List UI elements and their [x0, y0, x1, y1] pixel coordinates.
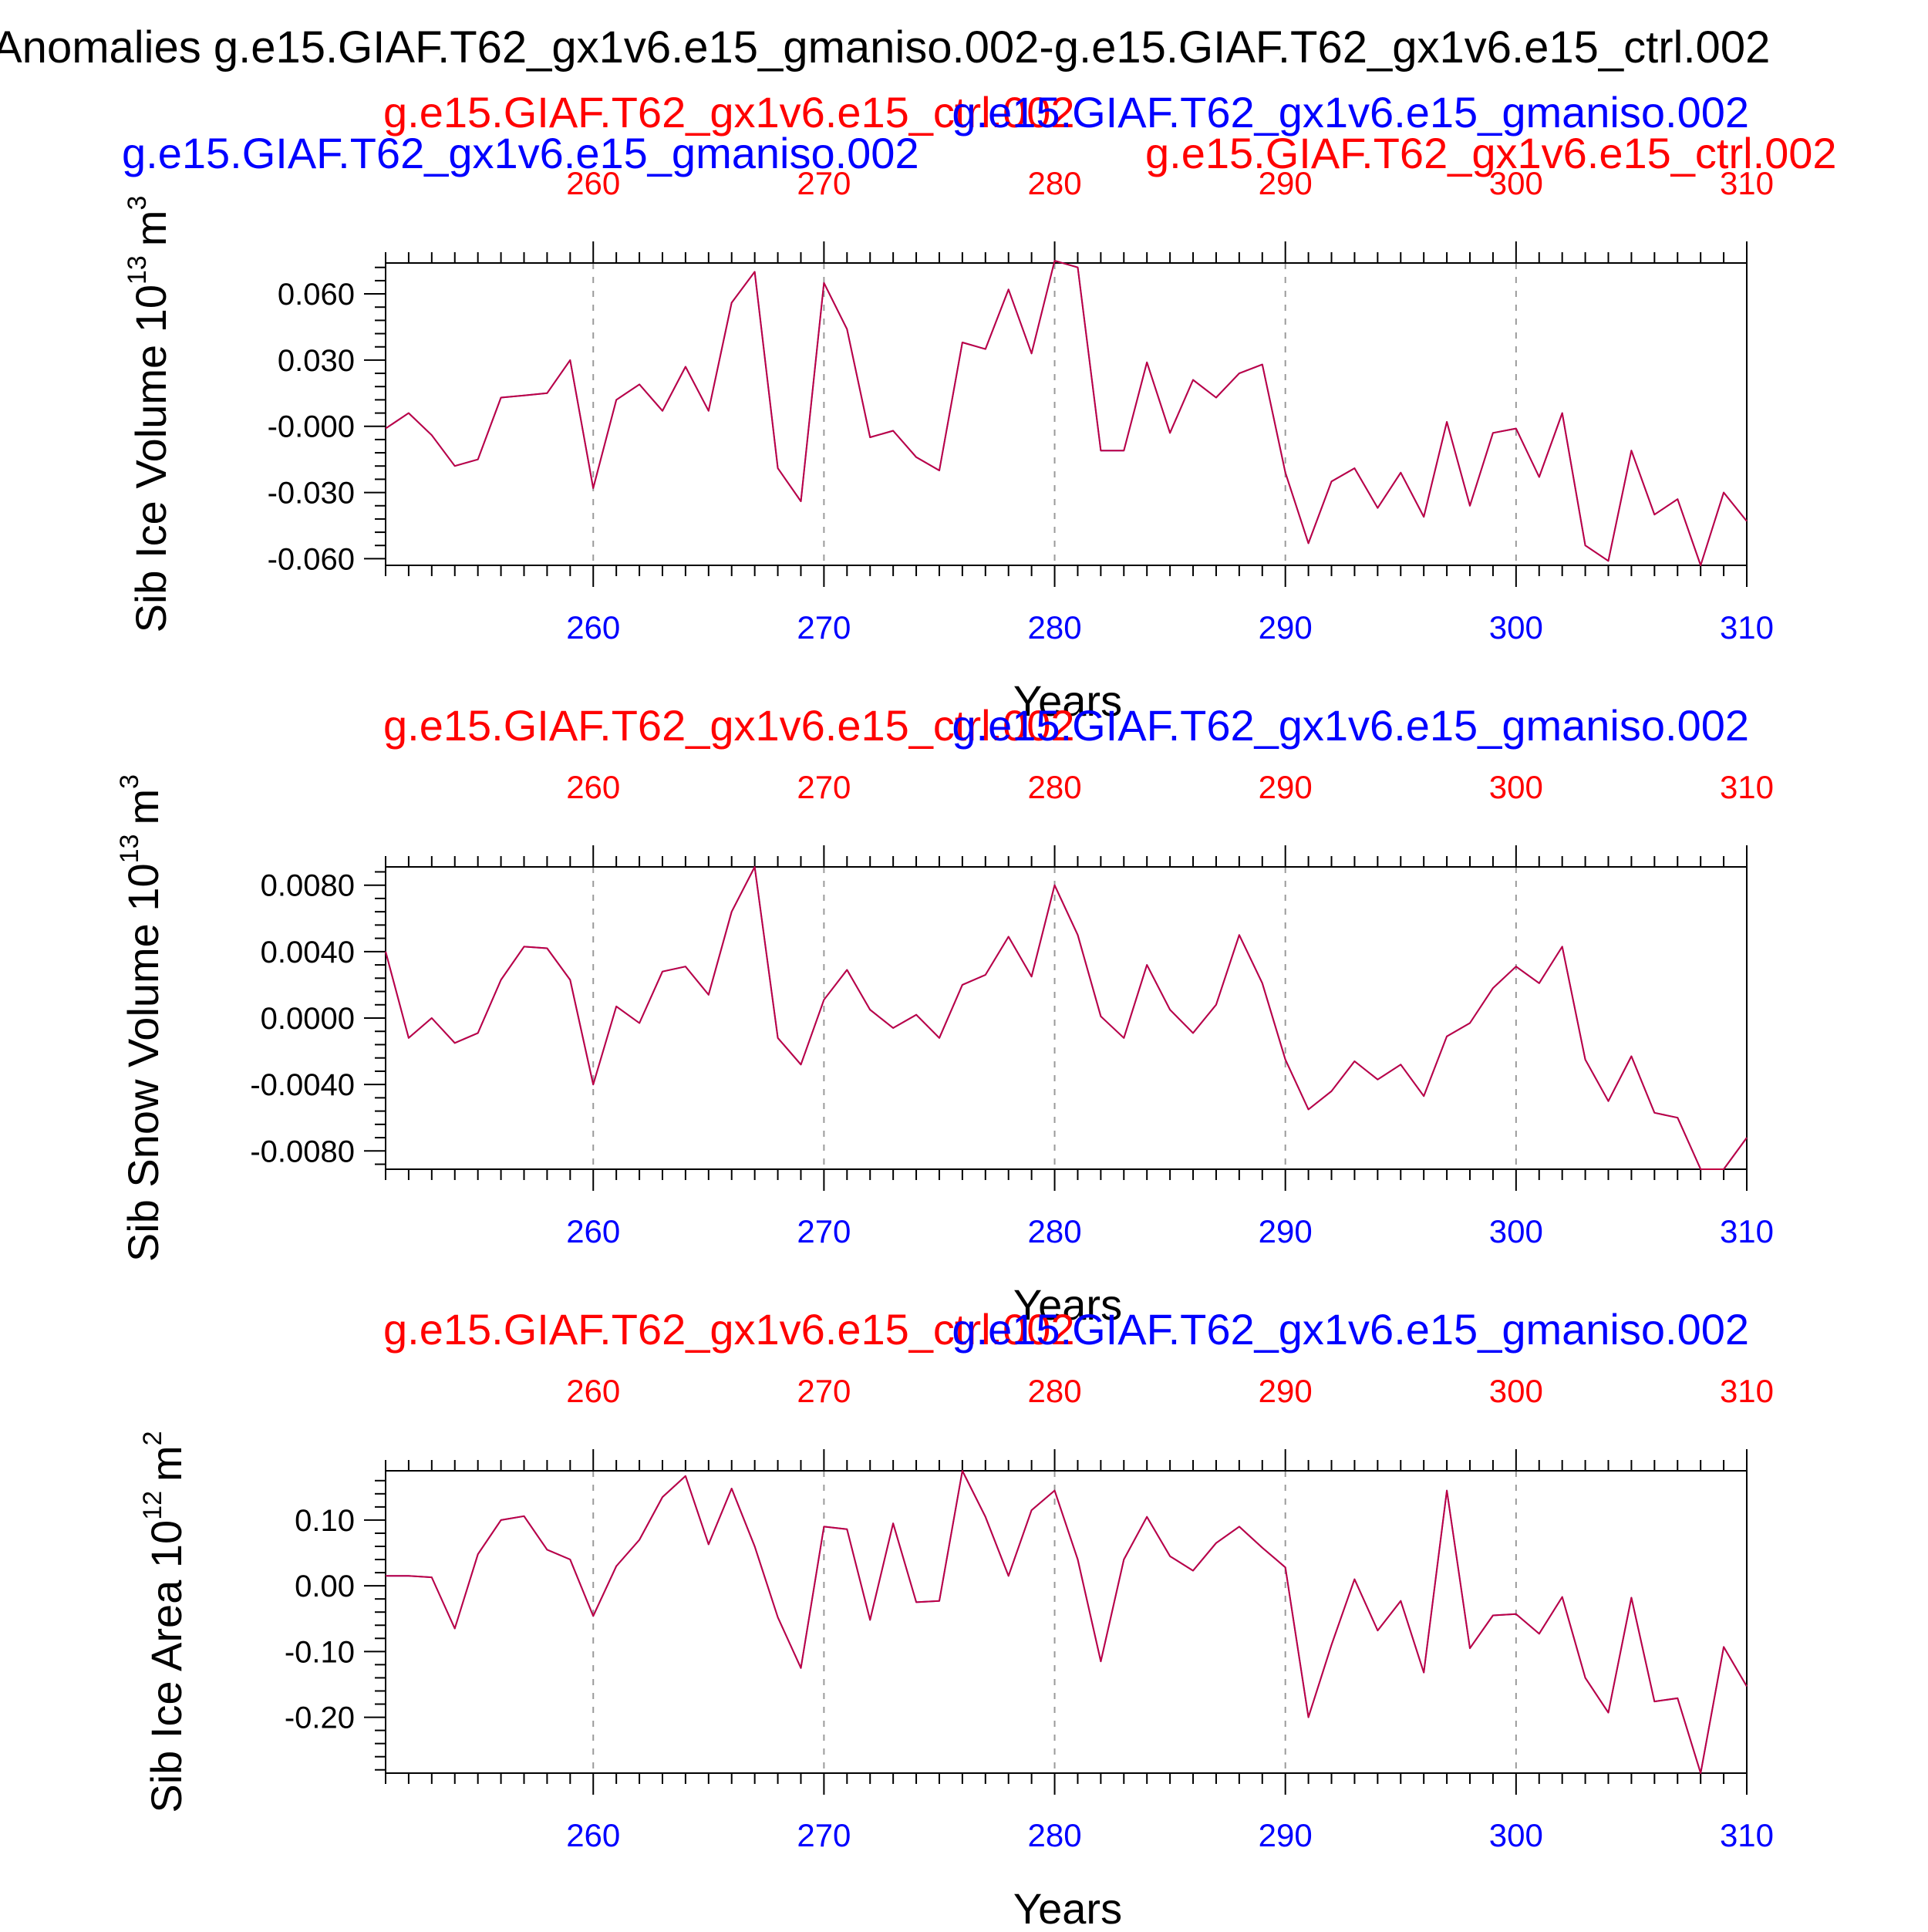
series-line-ctrl: [386, 1470, 1748, 1774]
y-tick-label: -0.0040: [250, 1068, 355, 1102]
top-title-red: g.e15.GIAF.T62_gx1v6.e15_ctrl.002: [383, 701, 1075, 750]
main-title: Anomalies g.e15.GIAF.T62_gx1v6.e15_gmani…: [0, 22, 1771, 72]
x-tick-label-bottom: 270: [797, 609, 851, 646]
y-tick-label: 0.00: [295, 1570, 355, 1603]
x-tick-label-top: 310: [1720, 1373, 1774, 1409]
x-tick-label-top: 270: [797, 165, 851, 201]
x-axis-title: Years: [1013, 676, 1122, 725]
y-axis-title-unit-exp: 3: [123, 196, 152, 211]
x-tick-label-bottom: 290: [1259, 609, 1313, 646]
y-tick-label: 0.0040: [261, 936, 355, 969]
x-tick-label-top: 280: [1028, 769, 1082, 805]
chart-panel-ice-area: 0.10 0.00 -0.10 -0.20 260 260 270 270 280 280 290 2…: [138, 1305, 1774, 1932]
x-tick-label-bottom: 260: [566, 609, 620, 646]
y-tick-label: 0.030: [278, 344, 355, 378]
x-tick-label-top: 260: [566, 165, 620, 201]
top-title-blue: g.e15.GIAF.T62_gx1v6.e15_gmaniso.002: [952, 701, 1749, 750]
chart-panel-snow-volume: 0.0080 0.0040 0.0000 -0.0040 -0.0080 260 260 27…: [115, 701, 1774, 1329]
series-line-gmaniso: [385, 260, 1748, 566]
x-tick-label-bottom: 280: [1028, 1213, 1082, 1249]
y-tick-label: 0.0080: [261, 869, 355, 903]
x-tick-label-bottom: 280: [1028, 1817, 1082, 1853]
y-tick-label: 0.060: [278, 278, 355, 312]
y-axis-title-main: Sib Snow Volume 10: [119, 863, 167, 1262]
x-tick-label-top: 290: [1259, 769, 1313, 805]
plot-frame: [385, 1470, 1748, 1774]
y-tick-label: -0.0080: [250, 1135, 355, 1168]
y-axis-title-main: Sib Ice Volume 10: [126, 285, 175, 632]
top-title-blue: g.e15.GIAF.T62_gx1v6.e15_gmaniso.002: [952, 1305, 1749, 1354]
y-axis-title-unit-exp: 2: [138, 1431, 167, 1445]
x-tick-label-bottom: 290: [1259, 1213, 1313, 1249]
x-tick-label-top: 310: [1720, 165, 1774, 201]
y-tick-label: 0.0000: [261, 1002, 355, 1036]
series-line-gmaniso: [385, 866, 1748, 1170]
x-tick-label-top: 270: [797, 1373, 851, 1409]
y-tick-label: 0.10: [295, 1504, 355, 1538]
series-line-gmaniso: [386, 1470, 1748, 1774]
x-tick-label-bottom: 270: [797, 1213, 851, 1249]
y-tick-label: -0.20: [285, 1701, 355, 1735]
plot-frame: [385, 262, 1748, 566]
y-axis-title-unit: m: [126, 211, 175, 247]
x-tick-label-bottom: 300: [1489, 1817, 1543, 1853]
plot-frame: [385, 866, 1748, 1170]
x-tick-label-bottom: 310: [1720, 1817, 1774, 1853]
x-tick-label-top: 310: [1720, 769, 1774, 805]
y-axis-title-unit-exp: 3: [115, 774, 144, 789]
chart-panel-ice-volume: 0.060 0.030 -0.000 -0.030 -0.060 260 260 270 270…: [122, 88, 1837, 725]
x-tick-label-top: 300: [1489, 165, 1543, 201]
y-axis-title-unit: m: [142, 1445, 190, 1482]
x-tick-label-top: 290: [1259, 1373, 1313, 1409]
x-tick-label-top: 260: [566, 769, 620, 805]
x-tick-label-bottom: 290: [1259, 1817, 1313, 1853]
x-tick-label-bottom: 280: [1028, 609, 1082, 646]
y-axis-title-exp: 13: [115, 834, 144, 863]
y-axis-title-main: Sib Ice Area 10: [142, 1520, 190, 1813]
top-title-red: g.e15.GIAF.T62_gx1v6.e15_ctrl.002: [383, 1305, 1075, 1354]
x-tick-label-bottom: 300: [1489, 609, 1543, 646]
x-tick-label-top: 300: [1489, 769, 1543, 805]
top-title-blue: g.e15.GIAF.T62_gx1v6.e15_gmaniso.002: [952, 88, 1749, 137]
top-title-red: g.e15.GIAF.T62_gx1v6.e15_ctrl.002: [383, 88, 1075, 137]
y-axis-title: Sib Ice Area 1012 m2: [138, 1431, 190, 1812]
x-tick-label-top: 260: [566, 1373, 620, 1409]
x-tick-label-bottom: 310: [1720, 609, 1774, 646]
y-tick-label: -0.10: [285, 1635, 355, 1669]
x-tick-label-top: 280: [1028, 165, 1082, 201]
x-tick-label-bottom: 260: [566, 1213, 620, 1249]
y-axis-title-unit: m: [119, 789, 167, 825]
x-axis-title: Years: [1013, 1280, 1122, 1329]
y-tick-label: -0.060: [268, 542, 355, 576]
x-tick-label-top: 300: [1489, 1373, 1543, 1409]
x-tick-label-bottom: 270: [797, 1817, 851, 1853]
y-tick-label: -0.000: [268, 410, 355, 444]
y-tick-label: -0.030: [268, 477, 355, 511]
y-axis-title: Sib Snow Volume 1013 m3: [115, 774, 167, 1262]
x-tick-label-top: 280: [1028, 1373, 1082, 1409]
series-line-ctrl: [385, 866, 1748, 1170]
y-axis-title-exp: 13: [123, 255, 152, 285]
x-tick-label-bottom: 300: [1489, 1213, 1543, 1249]
y-axis-title: Sib Ice Volume 1013 m3: [123, 196, 175, 633]
x-axis-title: Years: [1013, 1884, 1122, 1928]
x-tick-label-top: 270: [797, 769, 851, 805]
subtitle-right: g.e15.GIAF.T62_gx1v6.e15_ctrl.002: [1145, 129, 1837, 177]
subtitle-left: g.e15.GIAF.T62_gx1v6.e15_gmaniso.002: [122, 129, 919, 177]
series-line-ctrl: [385, 260, 1748, 566]
x-tick-label-bottom: 260: [566, 1817, 620, 1853]
x-tick-label-top: 290: [1259, 165, 1313, 201]
x-tick-label-bottom: 310: [1720, 1213, 1774, 1249]
y-axis-title-exp: 12: [138, 1491, 167, 1520]
